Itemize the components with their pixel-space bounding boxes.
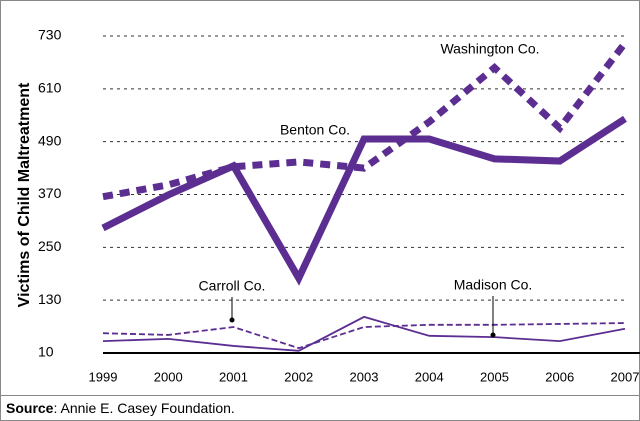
y-tick-label: 730 bbox=[38, 27, 62, 43]
x-tick-label: 2003 bbox=[350, 369, 379, 384]
source-label: Source bbox=[6, 400, 54, 416]
leader-dot bbox=[229, 317, 235, 323]
x-tick-label: 1999 bbox=[89, 369, 118, 384]
y-tick-label: 250 bbox=[38, 238, 62, 254]
x-tick-label: 2006 bbox=[545, 369, 574, 384]
x-tick-label: 2007 bbox=[611, 369, 640, 384]
x-tick-label: 2004 bbox=[415, 369, 444, 384]
source-text: : Annie E. Casey Foundation. bbox=[53, 400, 234, 416]
series-label: Benton Co. bbox=[280, 122, 350, 138]
y-tick-label: 490 bbox=[38, 132, 62, 148]
y-axis-label: Victims of Child Maltreatment bbox=[16, 82, 33, 307]
series-label: Carroll Co. bbox=[199, 278, 266, 294]
y-tick-label: 130 bbox=[38, 291, 62, 307]
y-tick-label: 370 bbox=[38, 185, 62, 201]
y-tick-label: 10 bbox=[38, 344, 54, 360]
leader-dot bbox=[490, 332, 496, 338]
series-label: Madison Co. bbox=[454, 277, 533, 293]
source: Source: Annie E. Casey Foundation. bbox=[6, 400, 235, 416]
series-line bbox=[102, 40, 628, 201]
x-tick-label: 2005 bbox=[480, 369, 509, 384]
series-line bbox=[101, 115, 627, 286]
series-line bbox=[102, 315, 626, 352]
series-line bbox=[102, 322, 626, 350]
x-tick-label: 2000 bbox=[154, 369, 183, 384]
x-tick-label: 2001 bbox=[219, 369, 248, 384]
y-tick-label: 610 bbox=[38, 80, 62, 96]
series-label: Washington Co. bbox=[440, 41, 539, 57]
x-tick-label: 2002 bbox=[284, 369, 313, 384]
